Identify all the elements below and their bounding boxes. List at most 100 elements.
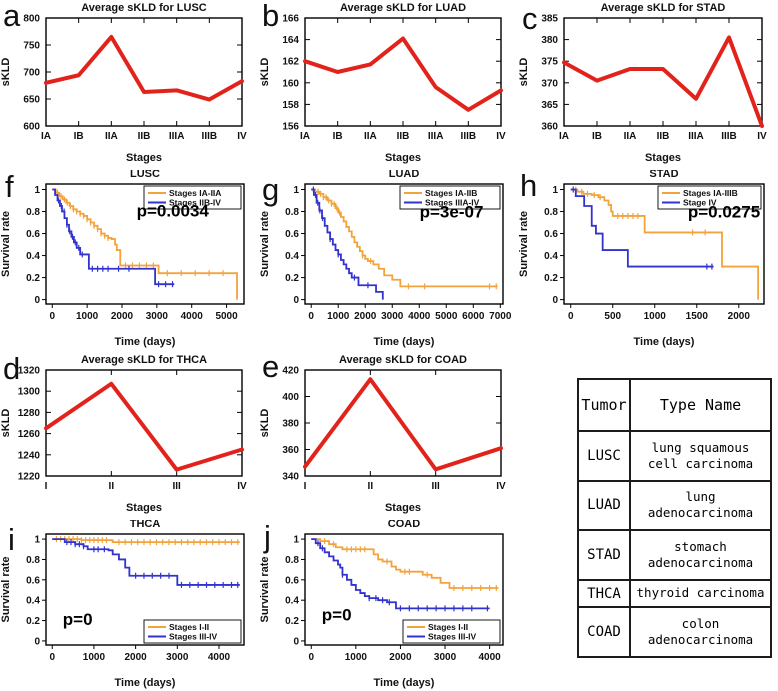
svg-text:0.6: 0.6 [285, 229, 299, 240]
tumor-abbr: COAD [577, 606, 631, 658]
svg-text:IV: IV [237, 481, 247, 492]
svg-text:IIB: IIB [397, 131, 410, 142]
table-header-tumor: Tumor [577, 378, 631, 432]
svg-text:166: 166 [282, 14, 299, 25]
svg-text:1260: 1260 [18, 429, 41, 440]
chart-avg-skld-thca: Average sKLD for THCA sKLD Stages 1220 1240 1… [0, 354, 247, 514]
svg-text:0.8: 0.8 [285, 555, 299, 566]
svg-text:0.6: 0.6 [285, 575, 299, 586]
svg-text:IV: IV [496, 481, 506, 492]
svg-text:0.2: 0.2 [544, 273, 558, 284]
table-row: LUAD lung adenocarcinoma [577, 479, 772, 532]
svg-text:0.4: 0.4 [285, 596, 299, 607]
svg-text:0.8: 0.8 [26, 207, 40, 218]
tumor-abbr: LUAD [577, 479, 631, 532]
svg-text:IIIB: IIIB [721, 131, 737, 142]
svg-text:p=0.0034: p=0.0034 [137, 201, 210, 220]
svg-text:2000: 2000 [111, 311, 134, 322]
svg-text:1: 1 [293, 535, 299, 546]
svg-text:6000: 6000 [462, 311, 485, 322]
svg-text:0: 0 [34, 636, 40, 647]
svg-text:0: 0 [49, 311, 55, 322]
chart-avg-skld-stad: Average sKLD for STAD sKLD Stages 360 365 370… [518, 2, 767, 164]
svg-text:0: 0 [293, 636, 299, 647]
svg-text:IV: IV [496, 131, 506, 142]
svg-text:370: 370 [541, 78, 558, 89]
svg-text:500: 500 [604, 311, 621, 322]
svg-text:0.4: 0.4 [285, 251, 299, 262]
svg-text:160: 160 [282, 78, 299, 89]
svg-text:sKLD: sKLD [518, 58, 530, 87]
panel-letter-f: f [5, 169, 14, 204]
table-row: STAD stomach adenocarcinoma [577, 529, 772, 581]
svg-text:Average sKLD for STAD: Average sKLD for STAD [601, 2, 726, 14]
svg-text:4000: 4000 [208, 652, 231, 663]
svg-text:I: I [45, 481, 48, 492]
svg-text:LUSC: LUSC [130, 170, 160, 180]
svg-text:0.4: 0.4 [26, 251, 40, 262]
svg-text:0: 0 [568, 311, 574, 322]
svg-text:IIIA: IIIA [688, 131, 704, 142]
panel-letter-b: b [262, 0, 280, 33]
table-header-type-name: Type Name [629, 378, 772, 432]
svg-text:1000: 1000 [644, 311, 667, 322]
svg-text:Stages: Stages [385, 502, 421, 514]
svg-text:THCA: THCA [130, 520, 161, 530]
panel-letter-e: e [262, 349, 280, 384]
tumor-abbr: THCA [577, 578, 631, 609]
svg-text:1000: 1000 [327, 311, 350, 322]
svg-text:164: 164 [282, 35, 299, 46]
tumor-abbr: LUSC [577, 430, 631, 482]
panel-letter-i: i [8, 522, 15, 557]
svg-text:340: 340 [282, 472, 299, 483]
svg-text:Stages III-IV: Stages III-IV [428, 632, 477, 642]
svg-text:sKLD: sKLD [259, 409, 271, 438]
chart-survival-coad: COAD Survival rate Time (days) 0 0.2 0.4 0.6 0.… [259, 520, 504, 689]
svg-text:Stages: Stages [126, 502, 162, 514]
svg-text:Stages IIIA-IV: Stages IIIA-IV [425, 198, 480, 208]
panel-letter-d: d [3, 351, 21, 386]
svg-text:COAD: COAD [388, 520, 420, 530]
svg-text:2000: 2000 [354, 311, 377, 322]
panel-letter-c: c [522, 1, 538, 36]
svg-text:Stages IA-IIIB: Stages IA-IIIB [683, 188, 738, 198]
svg-text:650: 650 [23, 95, 40, 106]
svg-text:p=0: p=0 [63, 610, 93, 629]
svg-text:1240: 1240 [18, 450, 41, 461]
svg-text:158: 158 [282, 100, 299, 111]
svg-text:IIA: IIA [624, 131, 637, 142]
svg-text:Stages IA-IIA: Stages IA-IIA [169, 188, 221, 198]
svg-text:Average sKLD for THCA: Average sKLD for THCA [81, 354, 207, 366]
svg-text:IIB: IIB [138, 131, 151, 142]
svg-text:IIB: IIB [657, 131, 670, 142]
svg-text:0.2: 0.2 [285, 616, 299, 627]
svg-text:Time (days): Time (days) [634, 336, 695, 348]
svg-text:Survival rate: Survival rate [0, 556, 12, 622]
svg-text:Stage IV: Stage IV [683, 198, 717, 208]
svg-text:360: 360 [541, 122, 558, 133]
svg-text:Stages IA-IIB: Stages IA-IIB [425, 188, 477, 198]
svg-text:380: 380 [282, 419, 299, 430]
svg-text:Stages: Stages [126, 152, 162, 164]
svg-text:7000: 7000 [489, 311, 512, 322]
svg-text:1300: 1300 [18, 387, 41, 398]
svg-text:p=0: p=0 [322, 606, 352, 625]
svg-text:0: 0 [552, 295, 558, 306]
tumor-name: colon adenocarcinoma [629, 606, 772, 658]
svg-text:1000: 1000 [345, 652, 368, 663]
table-header-row: Tumor Type Name [577, 378, 772, 432]
svg-text:700: 700 [23, 68, 40, 79]
panel-letter-j: j [264, 519, 271, 554]
svg-text:Time (days): Time (days) [374, 677, 435, 689]
svg-text:0.2: 0.2 [285, 273, 299, 284]
svg-text:1280: 1280 [18, 408, 41, 419]
svg-text:Survival rate: Survival rate [0, 211, 12, 277]
svg-text:Time (days): Time (days) [374, 336, 435, 348]
svg-text:sKLD: sKLD [259, 58, 271, 87]
svg-text:1500: 1500 [686, 311, 709, 322]
svg-text:5000: 5000 [435, 311, 458, 322]
svg-text:IA: IA [300, 131, 310, 142]
svg-text:III: III [172, 481, 181, 492]
svg-text:1000: 1000 [83, 652, 106, 663]
tumor-type-table: Tumor Type Name LUSC lung squamous cell … [577, 378, 772, 658]
